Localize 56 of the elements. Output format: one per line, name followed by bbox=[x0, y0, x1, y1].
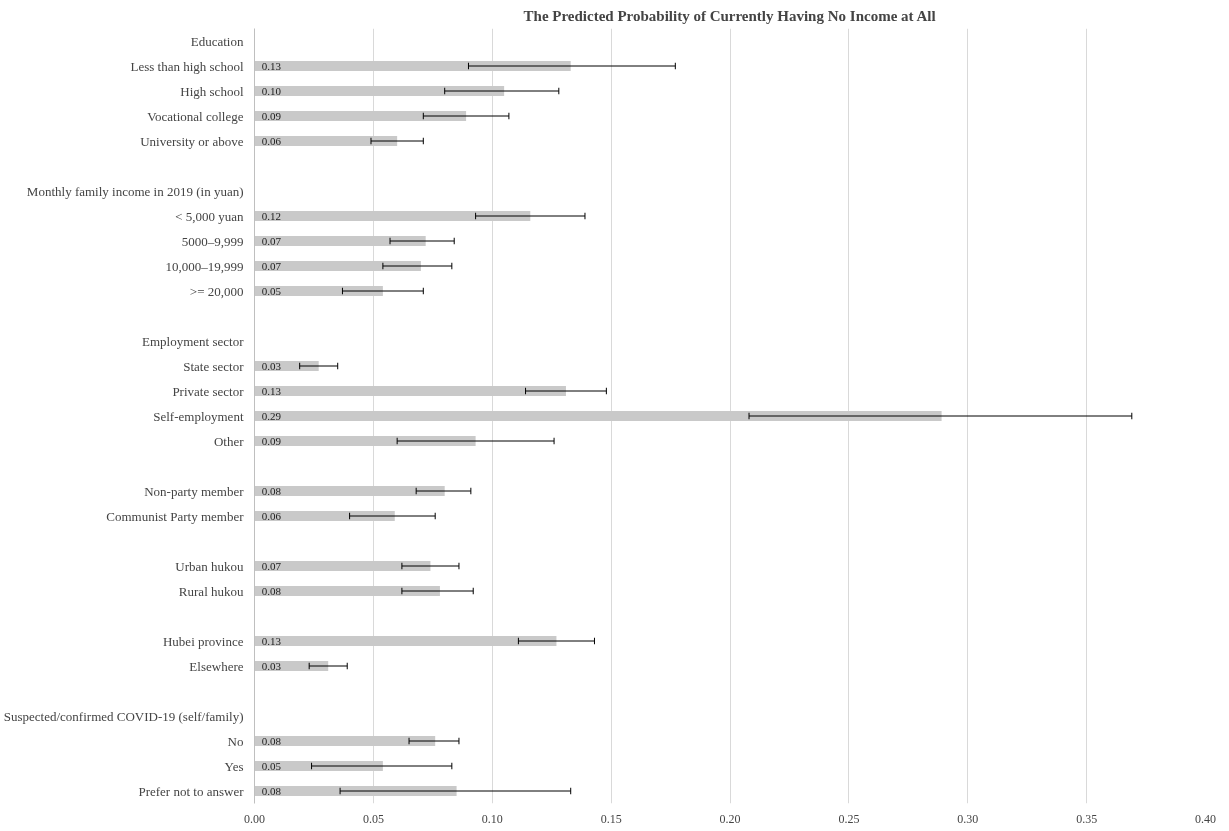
x-tick-label: 0.30 bbox=[957, 811, 979, 826]
data-label: 0.05 bbox=[261, 759, 282, 772]
data-label: 0.03 bbox=[261, 359, 282, 372]
data-label: 0.07 bbox=[261, 559, 282, 572]
data-label: 0.05 bbox=[261, 284, 282, 297]
y-tick-label: Non-party member bbox=[144, 483, 245, 499]
data-label: 0.07 bbox=[261, 234, 282, 247]
y-tick-label: Prefer not to answer bbox=[138, 783, 245, 799]
data-label: 0.07 bbox=[261, 259, 282, 272]
x-tick-label: 0.05 bbox=[362, 811, 384, 826]
y-tick-label: No bbox=[227, 733, 244, 749]
data-label: 0.10 bbox=[261, 84, 282, 97]
y-tick-label: Elsewhere bbox=[189, 658, 244, 674]
y-tick-label: Self-employment bbox=[153, 408, 244, 424]
data-label: 0.13 bbox=[261, 59, 282, 72]
x-tick-label: 0.20 bbox=[719, 811, 741, 826]
y-tick-label: >= 20,000 bbox=[189, 283, 244, 299]
y-tick-label: Employment sector bbox=[142, 333, 245, 349]
data-label: 0.08 bbox=[261, 784, 282, 797]
y-tick-label: Rural hukou bbox=[178, 583, 244, 599]
x-tick-label: 0.35 bbox=[1076, 811, 1098, 826]
y-tick-label: Monthly family income in 2019 (in yuan) bbox=[26, 183, 244, 199]
y-tick-label: Urban hukou bbox=[175, 558, 244, 574]
data-label: 0.08 bbox=[261, 584, 282, 597]
y-tick-label: Communist Party member bbox=[106, 508, 245, 524]
y-tick-label: 10,000–19,999 bbox=[165, 258, 244, 274]
y-tick-label: High school bbox=[180, 83, 244, 99]
data-label: 0.03 bbox=[261, 659, 282, 672]
data-label: 0.06 bbox=[261, 134, 282, 147]
data-label: 0.29 bbox=[261, 409, 282, 422]
data-label: 0.13 bbox=[261, 384, 282, 397]
data-label: 0.09 bbox=[261, 434, 282, 447]
data-label: 0.13 bbox=[261, 634, 282, 647]
y-tick-label: Suspected/confirmed COVID-19 (self/family) bbox=[3, 708, 244, 724]
y-tick-label: Private sector bbox=[172, 383, 245, 399]
x-tick-label: 0.25 bbox=[838, 811, 860, 826]
data-label: 0.08 bbox=[261, 734, 282, 747]
data-label: 0.06 bbox=[261, 509, 282, 522]
data-label: 0.09 bbox=[261, 109, 282, 122]
y-tick-label: Vocational college bbox=[147, 108, 244, 124]
x-tick-label: 0.40 bbox=[1195, 811, 1216, 826]
y-tick-label: Other bbox=[213, 433, 245, 449]
y-tick-label: < 5,000 yuan bbox=[175, 208, 244, 224]
y-tick-label: Less than high school bbox=[130, 58, 244, 74]
x-tick-label: 0.00 bbox=[244, 811, 265, 826]
x-tick-label: 0.10 bbox=[481, 811, 503, 826]
y-tick-label: State sector bbox=[183, 358, 245, 374]
y-tick-label: 5000–9,999 bbox=[181, 233, 244, 249]
data-label: 0.12 bbox=[261, 209, 281, 222]
y-tick-label: University or above bbox=[140, 133, 244, 149]
y-tick-label: Hubei province bbox=[163, 633, 244, 649]
y-tick-label: Yes bbox=[224, 758, 244, 774]
data-label: 0.08 bbox=[261, 484, 282, 497]
y-tick-label: Education bbox=[190, 33, 244, 49]
chart-title: The Predicted Probability of Currently Having No Income at All bbox=[523, 7, 936, 24]
x-tick-label: 0.15 bbox=[600, 811, 622, 826]
